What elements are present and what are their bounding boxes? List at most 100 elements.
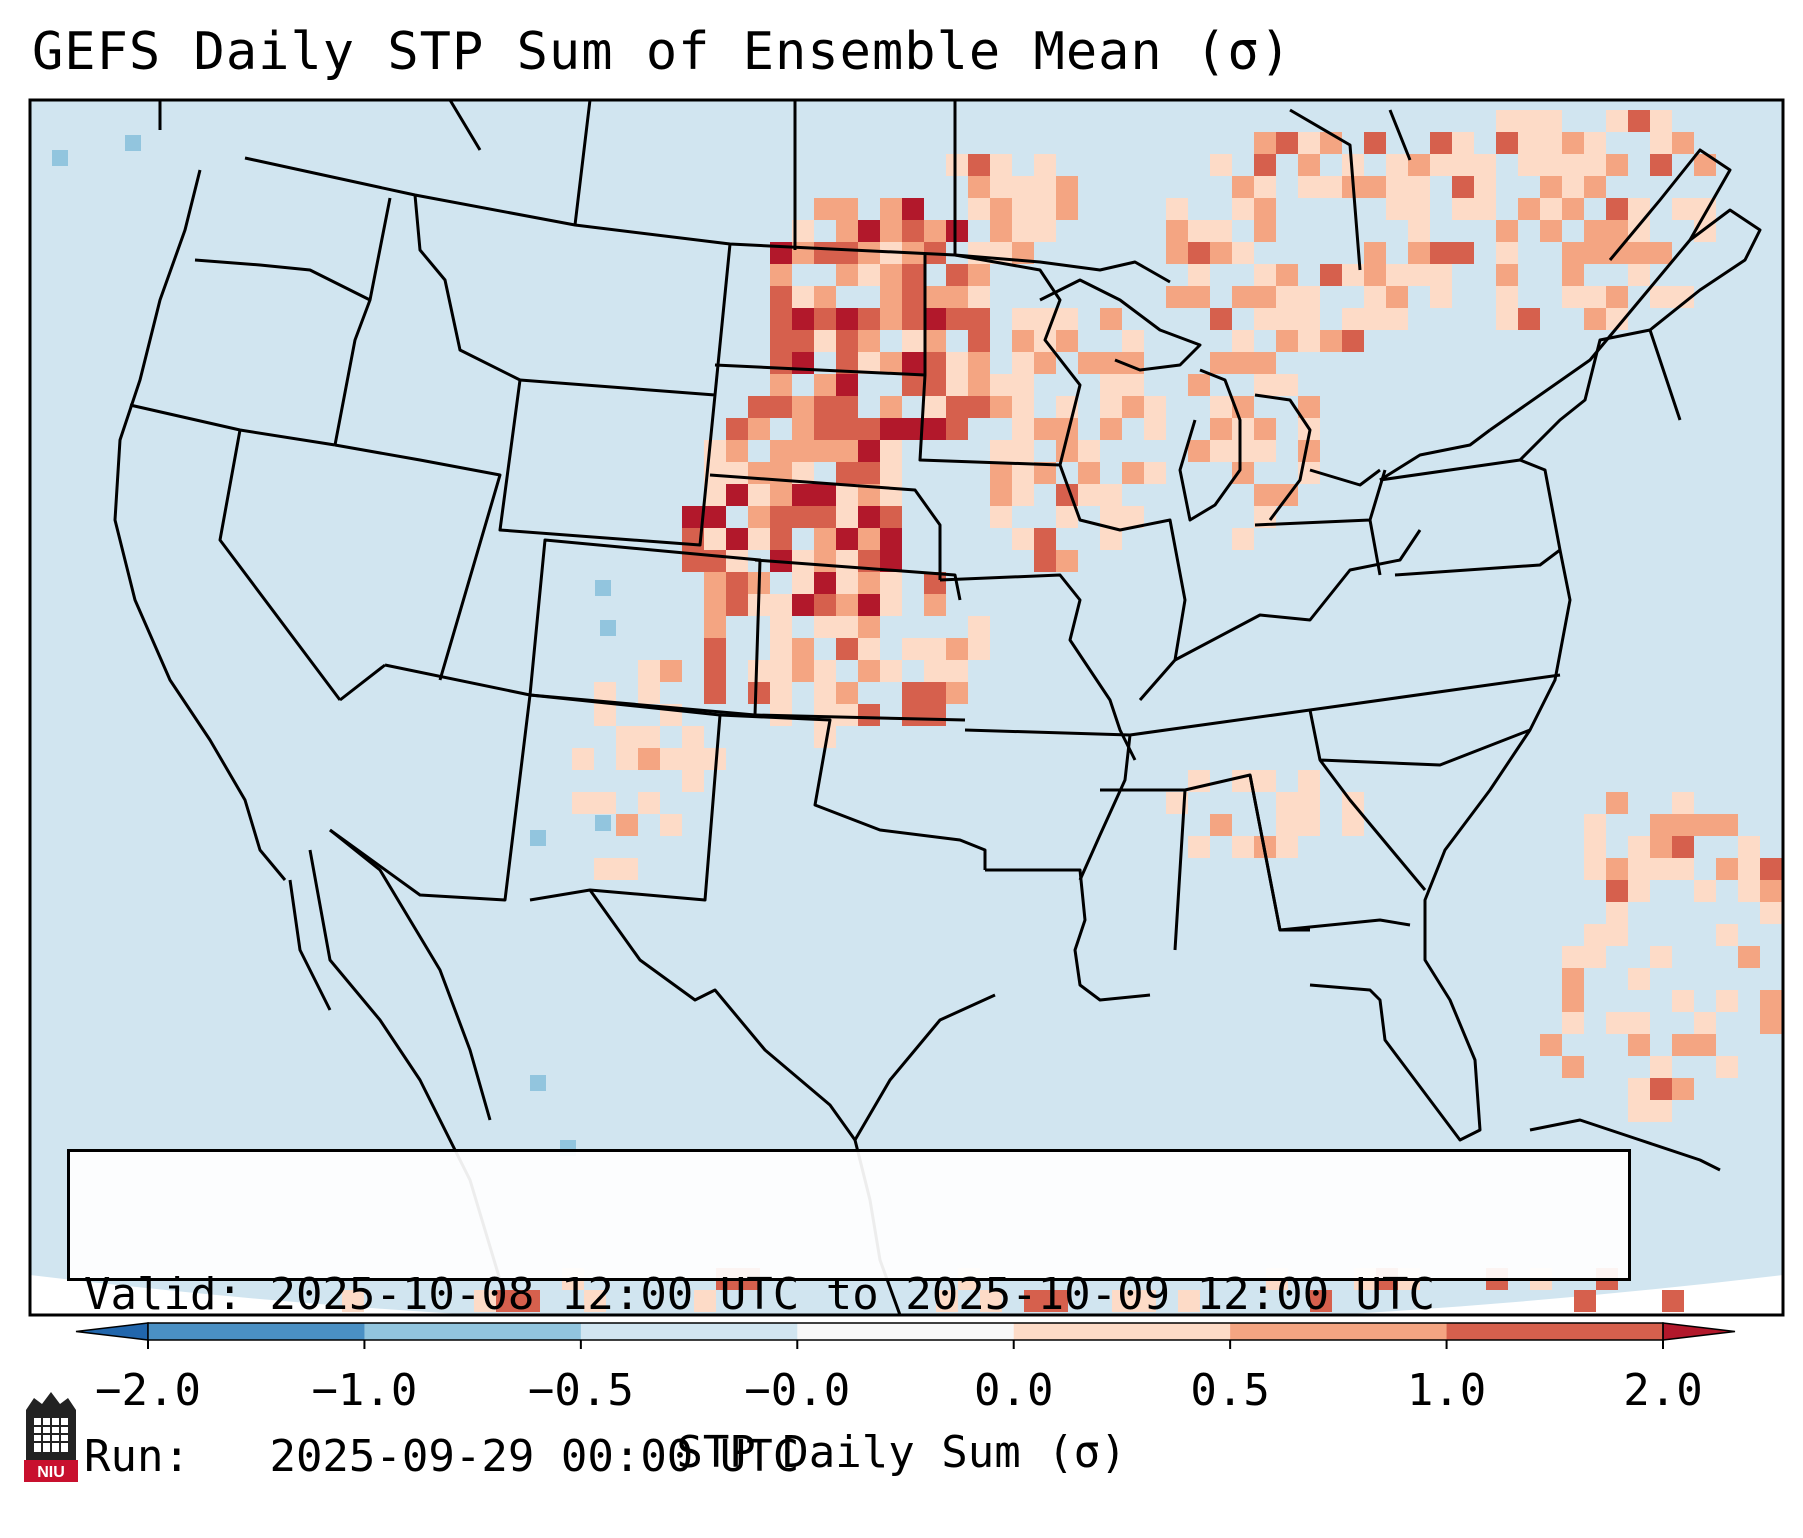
stp-cell [814,330,836,352]
stp-cell [792,396,814,418]
stp-cell [594,858,616,880]
stp-cell [1628,836,1650,858]
stp-cell [770,352,792,374]
stp-cell [748,418,770,440]
stp-cell [1034,352,1056,374]
stp-cell [1672,814,1694,836]
stp-cell [1298,770,1320,792]
stp-cell [1474,198,1496,220]
stp-cell [638,792,660,814]
stp-cell [1298,132,1320,154]
stp-cell [1012,242,1034,264]
stp-cell [902,286,924,308]
stp-cell [968,264,990,286]
stp-cell [1694,154,1716,176]
stp-cell [1254,132,1276,154]
stp-cell [660,748,682,770]
stp-cell [1254,374,1276,396]
stp-cell [1254,154,1276,176]
stp-cell [814,440,836,462]
stp-cell [1166,220,1188,242]
stp-cell [1430,242,1452,264]
stp-cell [836,594,858,616]
stp-cell [946,286,968,308]
stp-cell [880,308,902,330]
stp-cell [858,462,880,484]
stp-cell [1254,484,1276,506]
stp-cell [1606,902,1628,924]
stp-cell [1584,242,1606,264]
stp-cell [1298,396,1320,418]
stp-cell [836,616,858,638]
stp-cell [836,330,858,352]
stp-cell [1364,176,1386,198]
stp-cell [946,374,968,396]
stp-cell [726,528,748,550]
stp-cell [924,418,946,440]
stp-cell [748,462,770,484]
stp-cell [1112,1290,1134,1312]
stp-cell [880,550,902,572]
stp-cell [726,550,748,572]
stp-cell [990,462,1012,484]
stp-cell [1606,792,1628,814]
stp-cell [1606,110,1628,132]
wy-borders [498,378,717,547]
stp-cell [814,242,836,264]
stp-cell [792,572,814,594]
stp-cell [1760,858,1782,880]
stp-cell [1694,1034,1716,1056]
colorbar-segment [1013,1323,1231,1340]
stp-cell [1408,220,1430,242]
stp-cell [572,748,594,770]
stp-cell [1254,308,1276,330]
stp-cell [1254,440,1276,462]
stp-cell [572,792,594,814]
stp-cell [660,814,682,836]
stp-cell [1188,440,1210,462]
stp-cell [1188,286,1210,308]
stp-cell [1540,1034,1562,1056]
stp-cell [836,198,858,220]
stp-cell [1584,924,1606,946]
stp-cell [704,528,726,550]
stp-cell [694,1290,716,1312]
stp-cell [1298,330,1320,352]
stp-cell [1078,352,1100,374]
stp-cell [682,726,704,748]
stp-cell [1628,1034,1650,1056]
stp-cell [1100,418,1122,440]
stp-cell [1496,220,1518,242]
stp-cell [1518,132,1540,154]
stp-cell [858,418,880,440]
stp-cell [1694,814,1716,836]
stp-cell [1606,308,1628,330]
stp-cell [1672,198,1694,220]
stp-cell [968,638,990,660]
stp-cell [1056,418,1078,440]
stp-cell [1662,1290,1684,1312]
stp-cell [1166,286,1188,308]
stp-cell [968,198,990,220]
stp-cell [1034,154,1056,176]
stp-cell [704,506,726,528]
stp-cell [1056,330,1078,352]
stp-cell [1364,242,1386,264]
stp-cell-negative [595,815,611,831]
stp-cell [1012,462,1034,484]
stp-cell [1672,858,1694,880]
stp-cell [1298,440,1320,462]
stp-cell [880,286,902,308]
stp-cell [1540,110,1562,132]
ia-mo-border [939,573,1137,761]
stp-cell [1650,1078,1672,1100]
mexico-west [329,828,492,1121]
stp-cell [1078,484,1100,506]
stp-cell [1606,880,1628,902]
stp-cell [858,594,880,616]
stp-cell [968,154,990,176]
stp-cell [1650,1056,1672,1078]
stp-cell [946,396,968,418]
stp-cell [1056,176,1078,198]
map-frame [28,98,1785,1317]
